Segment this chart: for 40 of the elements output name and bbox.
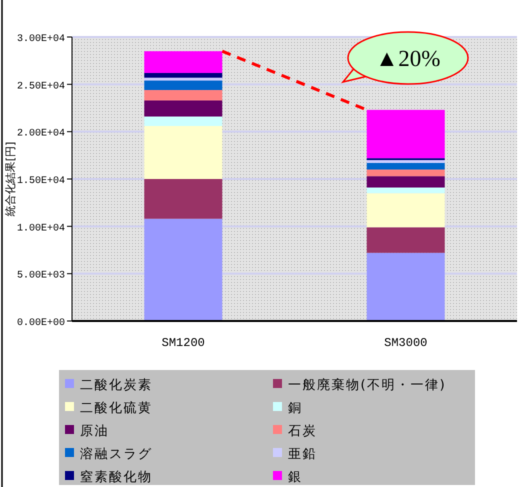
legend-label: 銅: [288, 401, 302, 416]
y-tick-label: 3.00E+04: [16, 34, 65, 45]
x-tick-label: SM1200: [162, 336, 205, 350]
y-tick-label: 2.00E+04: [16, 128, 65, 140]
y-axis-title: 統合化結果[円]: [4, 142, 17, 216]
legend-label: 一般廃棄物(不明・一律): [288, 377, 446, 393]
legend-label: 溶融スラグ: [80, 446, 152, 462]
legend-label: 石炭: [288, 424, 317, 439]
x-tick-label: SM3000: [384, 336, 428, 350]
legend-label: 二酸化炭素: [80, 378, 152, 393]
bar: [144, 90, 222, 100]
legend-label: 銀: [288, 470, 302, 485]
bar: [144, 80, 222, 90]
y-tick-label: 2.50E+04: [16, 81, 65, 92]
y-tick-label: 0.00E+00: [16, 318, 65, 329]
bar: [366, 227, 445, 253]
bar: [366, 193, 445, 228]
bar: [366, 162, 445, 170]
bar: [144, 72, 222, 78]
bar: [144, 78, 222, 81]
y-tick-label: 1.00E+04: [16, 223, 65, 234]
bar: [144, 218, 222, 321]
legend-label: 亜鉛: [288, 447, 317, 462]
legend-label: 原油: [80, 424, 109, 439]
bar: [144, 116, 222, 126]
bar: [366, 252, 445, 321]
bar: [366, 110, 445, 158]
bar: [144, 51, 222, 73]
y-tick-label: 1.50E+04: [16, 176, 65, 187]
bar: [366, 170, 445, 176]
bar: [366, 176, 445, 188]
y-tick-label: 5.00E+03: [16, 270, 65, 282]
bar: [366, 160, 445, 163]
bar: [144, 179, 222, 219]
bar: [144, 126, 222, 179]
bar: [144, 100, 222, 117]
bar: [366, 188, 445, 194]
annotation: ▲20%: [376, 46, 440, 71]
legend-label: 窒素酸化物: [80, 469, 152, 485]
legend-label: 二酸化硫黄: [80, 401, 152, 416]
